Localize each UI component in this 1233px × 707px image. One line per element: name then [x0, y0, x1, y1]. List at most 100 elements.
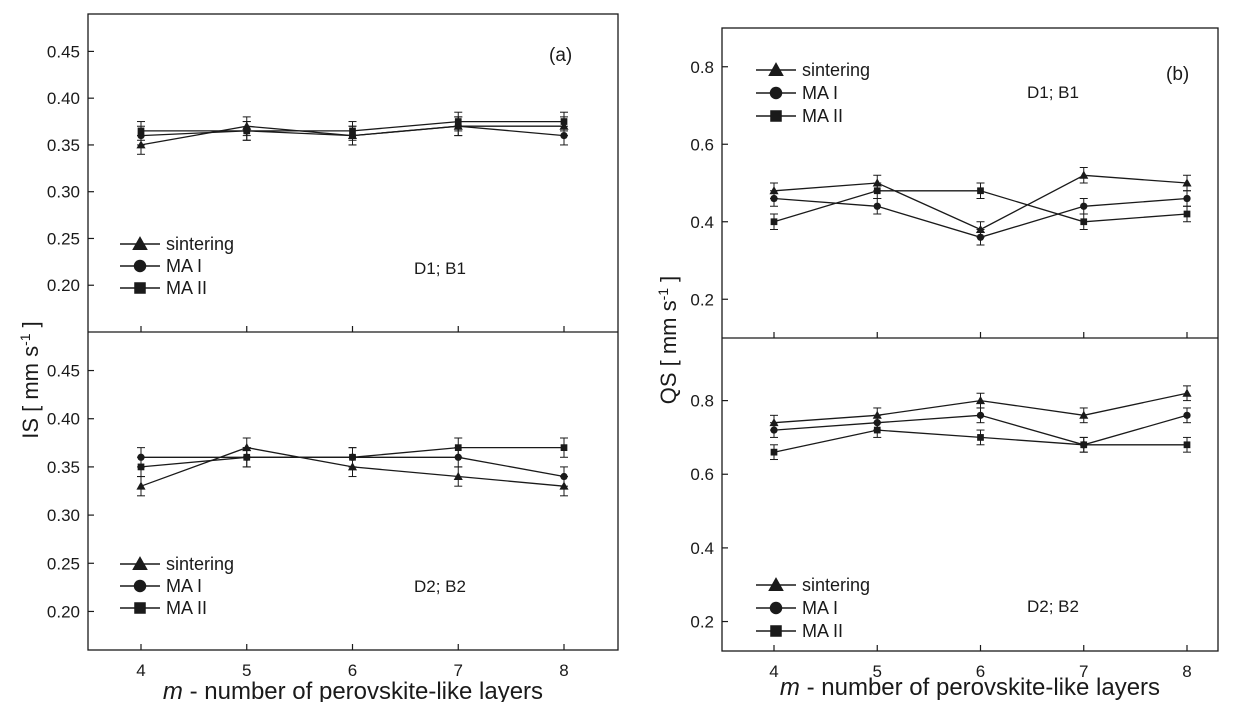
- panel-a-y-axis-title-main: IS [ mm s: [18, 346, 43, 439]
- panel-a-bottom-point-ma-ii: [349, 453, 356, 461]
- panel-b-top-point-sintering: [769, 186, 779, 195]
- panel-b-top-legend-marker-sintering: [768, 62, 784, 76]
- panel-a-top-point-ma-i: [560, 131, 568, 140]
- panel-b-top-point-ma-i: [770, 194, 778, 203]
- panel-b-top-annotation: D1; B1: [1027, 83, 1079, 102]
- panel-a: (a) IS [ mm s-1 ] m - number of perovski…: [17, 13, 619, 705]
- panel-a-top-y-tick-label: 0.45: [47, 42, 80, 61]
- panel-b-bottom-y-tick-label: 0.6: [690, 465, 714, 484]
- panel-a-top-point-ma-ii: [349, 127, 356, 135]
- panel-b-bottom-point-sintering: [872, 410, 882, 419]
- panel-b-bottom-point-ma-i: [770, 426, 778, 434]
- panel-a-top-y-tick-label: 0.40: [47, 89, 80, 108]
- panel-a-bottom-y-tick-label: 0.20: [47, 602, 80, 621]
- panel-b-top-point-ma-ii: [770, 218, 778, 226]
- panel-b-bottom-point-ma-ii: [1183, 441, 1191, 449]
- panel-b-y-axis-title-close: ]: [656, 276, 681, 288]
- panel-b-x-axis-title: m - number of perovskite-like layers: [780, 674, 1160, 701]
- panel-b-bottom-plot: 0.2 0.4 0.6 0.8 4 5 6 7 8 sintering MA I MA II D2; B…: [690, 385, 1192, 681]
- panel-b-top-y-tick-label: 0.4: [690, 213, 714, 232]
- panel-b-top-legend-label-ma-ii: MA II: [802, 106, 843, 126]
- panel-a-bottom-legend-marker-sintering: [132, 556, 148, 570]
- panel-a-x-axis-title: m - number of perovskite-like layers: [163, 678, 543, 702]
- panel-a-bottom-y-tick-label: 0.25: [47, 554, 80, 573]
- panel-a-bottom-y-tick-label: 0.35: [47, 458, 80, 477]
- panel-b-bottom-point-sintering: [975, 395, 986, 405]
- panel-a-bottom-point-ma-ii: [454, 444, 462, 451]
- panel-a-label: (a): [549, 45, 572, 66]
- panel-a-bottom-legend-label-ma-ii: MA II: [166, 598, 207, 618]
- panel-a-bottom-x-tick-label: 8: [559, 661, 568, 680]
- panel-b-top-legend-marker-ma-ii: [770, 110, 782, 122]
- panel-b-label: (b): [1166, 64, 1189, 85]
- panel-a-top-point-ma-ii: [137, 127, 145, 135]
- panel-b-bottom-y-tick-label: 0.4: [690, 539, 714, 558]
- panel-b-top-point-ma-ii: [977, 187, 984, 195]
- panel-b-bottom-point-sintering: [769, 418, 779, 427]
- panel-b-bottom-point-ma-ii: [977, 434, 984, 441]
- panel-b-bottom-point-ma-i: [976, 411, 985, 419]
- panel-b-top-y-tick-label: 0.2: [690, 290, 714, 309]
- panel-a-x-axis-title-text: - number of perovskite-like layers: [183, 678, 543, 702]
- panel-a-top-legend-marker-ma-ii: [134, 282, 146, 294]
- panel-b-bottom-y-tick-label: 0.2: [690, 613, 714, 632]
- panel-a-y-axis-title-sup: -1: [17, 333, 33, 346]
- panel-b-top-point-ma-ii: [1080, 218, 1088, 226]
- panel-a-bottom-legend-marker-ma-ii: [134, 602, 146, 614]
- panel-b-bottom-x-tick-label: 8: [1182, 662, 1191, 681]
- panel-b-y-axis-title-main: QS [ mm s: [656, 300, 681, 404]
- panel-a-top-y-tick-label: 0.25: [47, 229, 80, 248]
- panel-b: (b) QS [ mm s-1 ] m - number of perovski…: [655, 27, 1219, 701]
- panel-b-bottom-point-sintering: [1079, 410, 1089, 419]
- panel-a-top-legend-label-sintering: sintering: [166, 234, 234, 254]
- panel-a-bottom-point-sintering: [453, 471, 463, 481]
- panel-b-bottom-legend-label-ma-i: MA I: [802, 598, 838, 618]
- panel-b-bottom-annotation: D2; B2: [1027, 597, 1079, 616]
- panel-a-top-point-ma-ii: [454, 118, 462, 125]
- panel-b-top-point-ma-i: [1080, 202, 1088, 210]
- panel-b-top-legend-label-ma-i: MA I: [802, 83, 838, 103]
- panel-a-y-axis-title-close: ]: [18, 321, 43, 333]
- panel-a-bottom-plot: 0.200.250.300.350.400.454 5 6 7 8sinteringMA…: [47, 362, 569, 680]
- panel-b-bottom-x-tick-label: 6: [976, 662, 985, 681]
- panel-a-bottom-y-tick-label: 0.45: [47, 362, 80, 381]
- panel-b-bottom-legend-marker-ma-ii: [770, 625, 782, 637]
- panel-b-bottom-legend-label-ma-ii: MA II: [802, 621, 843, 641]
- panel-b-bottom-point-ma-ii: [1080, 441, 1088, 449]
- panel-a-bottom-point-ma-i: [560, 472, 568, 481]
- panel-a-bottom-point-sintering: [136, 481, 146, 490]
- panel-b-x-axis-title-text: - number of perovskite-like layers: [800, 674, 1160, 701]
- panel-a-bottom-x-tick-label: 4: [136, 661, 145, 680]
- panel-b-top-y-tick-label: 0.6: [690, 135, 714, 154]
- panel-b-top-point-ma-ii: [873, 187, 881, 195]
- panel-b-top-point-sintering: [872, 178, 882, 187]
- panel-b-y-axis-title-sup: -1: [655, 288, 671, 301]
- panel-a-bottom-point-ma-ii: [137, 463, 145, 471]
- panel-a-bottom-legend-marker-ma-i: [133, 579, 147, 593]
- panel-b-bottom-y-tick-label: 0.8: [690, 392, 714, 411]
- panel-a-top-legend-marker-ma-i: [133, 259, 147, 273]
- panel-b-bottom-point-ma-i: [1183, 411, 1191, 419]
- panel-a-bottom-x-tick-label: 5: [242, 661, 251, 680]
- panel-a-top-annotation: D1; B1: [414, 259, 466, 278]
- panel-a-bottom-y-tick-label: 0.40: [47, 410, 80, 429]
- panel-b-bottom-legend-marker-ma-i: [769, 601, 783, 615]
- panel-b-top-point-ma-i: [873, 202, 881, 210]
- panel-b-frame: [721, 27, 1219, 652]
- panel-b-top-legend-marker-ma-i: [769, 86, 783, 100]
- panel-b-top-point-sintering: [975, 224, 986, 233]
- panel-a-bottom-x-tick-label: 7: [454, 661, 463, 680]
- panel-a-top-point-ma-ii: [560, 118, 568, 125]
- panel-b-x-axis-title-var: m: [780, 674, 800, 701]
- panel-a-top-point-ma-ii: [243, 127, 251, 135]
- panel-a-top-legend-label-ma-ii: MA II: [166, 278, 207, 298]
- panel-b-bottom-legend-label-sintering: sintering: [802, 575, 870, 595]
- panel-b-bottom-x-tick-label: 4: [769, 662, 778, 681]
- panel-a-top-y-tick-label: 0.35: [47, 136, 80, 155]
- panel-b-bottom-point-ma-ii: [873, 426, 881, 434]
- panel-b-top-y-tick-label: 0.8: [690, 58, 714, 77]
- panel-b-top-point-ma-i: [1183, 194, 1191, 203]
